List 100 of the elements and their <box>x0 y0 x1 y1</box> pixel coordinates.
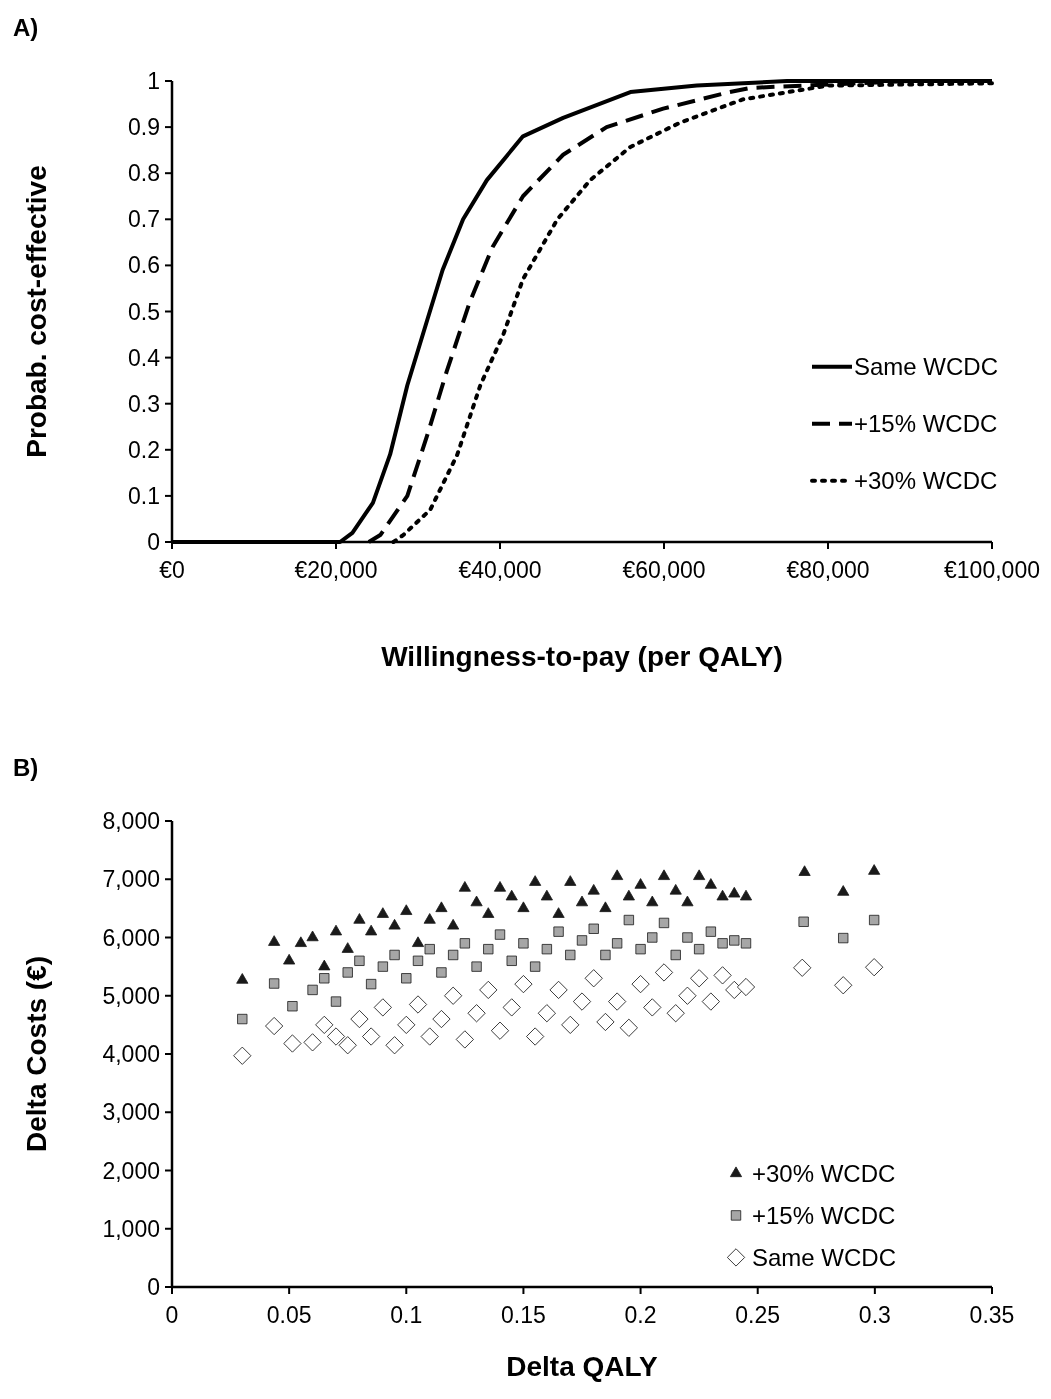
point <box>307 984 318 996</box>
point <box>682 932 693 943</box>
point <box>432 1009 451 1029</box>
point <box>634 878 647 889</box>
point <box>725 980 744 999</box>
point <box>470 895 483 907</box>
point <box>388 918 401 930</box>
point <box>265 1016 284 1036</box>
x-tick-label: 0.05 <box>266 1302 312 1328</box>
legend-label: +15% WCDC <box>854 410 998 438</box>
point <box>717 938 728 949</box>
y-axis-title: Probab. cost-effective <box>21 165 52 458</box>
point <box>459 938 470 949</box>
point <box>342 967 353 978</box>
point <box>366 978 377 990</box>
point <box>540 889 553 901</box>
point <box>365 924 378 936</box>
point <box>287 1001 298 1012</box>
point <box>326 1027 346 1046</box>
point <box>338 1036 357 1055</box>
point <box>529 875 542 886</box>
point <box>401 973 412 984</box>
point <box>736 977 756 997</box>
point <box>447 918 460 930</box>
point <box>611 869 624 880</box>
point <box>584 969 603 988</box>
point <box>658 917 670 929</box>
x-axis-title: Willingness-to-pay (per QALY) <box>381 641 783 672</box>
point <box>362 1027 381 1046</box>
point <box>837 885 850 896</box>
point <box>647 932 658 943</box>
point <box>420 1027 439 1046</box>
y-tick-label: 1 <box>147 68 160 95</box>
point <box>869 914 880 926</box>
point <box>389 949 400 961</box>
point <box>838 932 849 944</box>
point <box>690 969 709 988</box>
point <box>467 1004 486 1023</box>
y-axis-title: Delta Costs (€) <box>21 955 52 1153</box>
y-tick-label: 3,000 <box>102 1099 160 1126</box>
point <box>237 1013 248 1025</box>
point <box>354 955 365 966</box>
point <box>458 881 471 892</box>
point <box>236 973 249 984</box>
point <box>283 1034 302 1053</box>
point <box>319 973 330 984</box>
point <box>490 1021 510 1040</box>
point <box>654 963 674 982</box>
x-axis-title: Delta QALY <box>506 1351 659 1382</box>
point <box>483 944 494 955</box>
point <box>798 916 809 927</box>
point <box>599 901 612 913</box>
point <box>694 944 705 955</box>
point <box>330 996 342 1007</box>
point <box>739 889 753 901</box>
point <box>397 1015 416 1034</box>
point <box>666 1004 685 1023</box>
point <box>643 998 662 1017</box>
y-tick-label: 2,000 <box>102 1157 160 1184</box>
y-tick-label: 0.4 <box>128 344 161 371</box>
point <box>448 949 459 961</box>
y-tick-label: 4,000 <box>102 1041 160 1068</box>
x-tick-label: 0.3 <box>858 1302 891 1328</box>
y-tick-label: 0.6 <box>128 252 160 279</box>
y-tick-label: 0.2 <box>128 436 160 463</box>
point <box>596 1012 615 1032</box>
y-tick-label: 0.7 <box>128 206 160 233</box>
y-tick-label: 0 <box>147 1274 160 1301</box>
point <box>541 944 552 955</box>
point <box>505 889 518 901</box>
point <box>619 1018 638 1037</box>
point <box>376 907 389 918</box>
y-tick-label: 7,000 <box>102 866 160 893</box>
point <box>553 926 564 937</box>
point <box>436 967 447 978</box>
point <box>373 998 392 1017</box>
x-tick-label: 0.25 <box>735 1302 781 1328</box>
point <box>728 886 741 898</box>
point <box>635 944 646 955</box>
y-tick-label: 8,000 <box>102 808 160 835</box>
point <box>537 1004 556 1023</box>
point <box>549 980 568 999</box>
legend-label: Same WCDC <box>854 353 999 381</box>
point <box>713 966 732 985</box>
point <box>693 869 706 880</box>
point <box>444 986 463 1005</box>
point <box>385 1036 404 1055</box>
point <box>306 930 319 942</box>
point <box>482 907 495 918</box>
point <box>269 978 280 989</box>
point <box>502 998 521 1017</box>
point <box>315 1015 334 1034</box>
y-tick-label: 5,000 <box>102 982 160 1009</box>
point <box>868 864 881 875</box>
y-tick-label: 1,000 <box>102 1215 160 1242</box>
point <box>608 992 627 1011</box>
x-tick-label: €0 <box>159 557 185 583</box>
x-tick-label: €80,000 <box>786 557 870 583</box>
point <box>678 986 697 1005</box>
y-tick-label: 0.8 <box>128 160 160 187</box>
